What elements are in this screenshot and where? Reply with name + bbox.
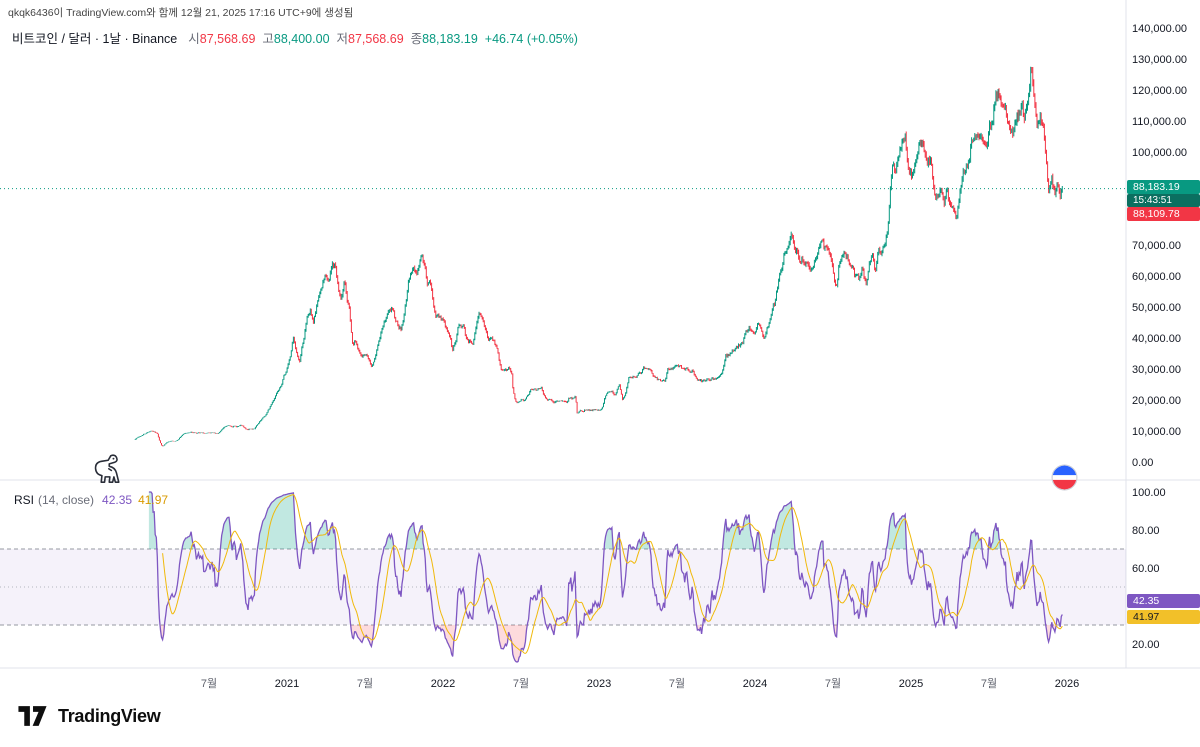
symbol-legend[interactable]: 비트코인 / 달러 · 1날 · Binance 시87,568.69 고88,40… [12,28,578,47]
candlestick-series [0,66,1126,447]
time-axis-label: 7월 [513,677,529,690]
price-axis-label: 140,000.00 [1132,23,1187,35]
ohlc-label: 시 [188,32,200,46]
rsi-ma-badge: 41.97 [1127,610,1200,624]
price-axis-label: 120,000.00 [1132,85,1187,97]
tradingview-wordmark[interactable]: TradingView [58,706,161,726]
rsi-params: (14, close) [38,493,95,507]
rsi-axis[interactable]: 100.00 80.00 60.00 20.00 [1132,487,1166,651]
rsi-axis-label: 100.00 [1132,487,1166,499]
rsi-axis-label: 20.00 [1132,639,1160,651]
attribution-text: qkqk6436이 TradingView.com와 함께 12월 21, 20… [8,7,354,19]
ohlc-value: 87,568.69 [348,32,404,46]
rsi-title[interactable]: RSI [14,493,35,507]
prev-close-badge: 88,109.78 [1127,207,1200,221]
rsi-value-badge: 42.35 [1127,594,1200,608]
time-axis-label: 7월 [669,677,685,690]
roundel-emoji-sticker-icon [1051,464,1078,491]
symbol-title[interactable]: 비트코인 / 달러 · 1날 · Binance [12,32,178,46]
price-axis-label: 50,000.00 [1132,302,1181,314]
ohlc-value: 88,400.00 [273,32,330,46]
tradingview-logo-icon[interactable] [16,704,49,729]
time-axis-label: 7월 [357,677,373,690]
price-axis-label: 70,000.00 [1132,240,1181,252]
time-axis-label: 7월 [201,677,217,690]
footer: TradingView [16,704,161,729]
rsi-axis-label: 60.00 [1132,563,1160,575]
price-axis-label: 30,000.00 [1132,364,1181,376]
time-axis-label: 7월 [981,677,997,690]
pane-separators [0,0,1200,669]
time-axis-label: 7월 [825,677,841,690]
price-change: +46.74 (+0.05%) [484,32,578,46]
time-axis[interactable]: 7월 2021 7월 2022 7월 2023 7월 2024 7월 2025 7월 2026 [201,677,1079,690]
ohlc-label: 종 [410,32,423,46]
price-axis[interactable]: 140,000.00 130,000.00 120,000.00 110,000.00… [1132,23,1187,469]
price-axis-label: 10,000.00 [1132,426,1181,438]
ohlc-value: 87,568.69 [199,32,256,46]
last-price-badge: 88,183.19 [1127,180,1200,194]
rsi-axis-label: 80.00 [1132,525,1160,537]
time-axis-label: 2023 [587,678,611,690]
rsi-value: 42.35 [102,493,133,507]
rsi-ma-value: 41.97 [138,493,169,507]
time-axis-label: 2025 [899,678,923,690]
price-axis-label: 60,000.00 [1132,271,1181,283]
dino-sticker-icon [94,454,120,483]
countdown-badge: 15:43:51 [1127,194,1200,207]
rsi-plot [0,491,1126,663]
price-axis-label: 0.00 [1132,457,1153,469]
price-axis-label: 130,000.00 [1132,54,1187,66]
time-axis-label: 2026 [1055,678,1079,690]
rsi-legend[interactable]: RSI (14, close) 42.35 41.97 [14,493,168,507]
time-axis-label: 2021 [275,678,299,690]
ohlc-label: 고 [262,32,274,46]
price-axis-label: 20,000.00 [1132,395,1181,407]
ohlc-values: 시87,568.69 고88,400.00 저87,568.69 종88,183.19 [181,32,478,46]
ohlc-value: 88,183.19 [422,32,478,46]
ohlc-label: 저 [336,32,349,46]
price-axis-label: 100,000.00 [1132,147,1187,159]
rsi-ma-line [162,494,1063,654]
time-axis-label: 2022 [431,678,455,690]
rsi-line [148,491,1063,663]
price-axis-label: 110,000.00 [1132,116,1186,128]
time-axis-label: 2024 [743,678,767,690]
price-axis-label: 40,000.00 [1132,333,1181,345]
